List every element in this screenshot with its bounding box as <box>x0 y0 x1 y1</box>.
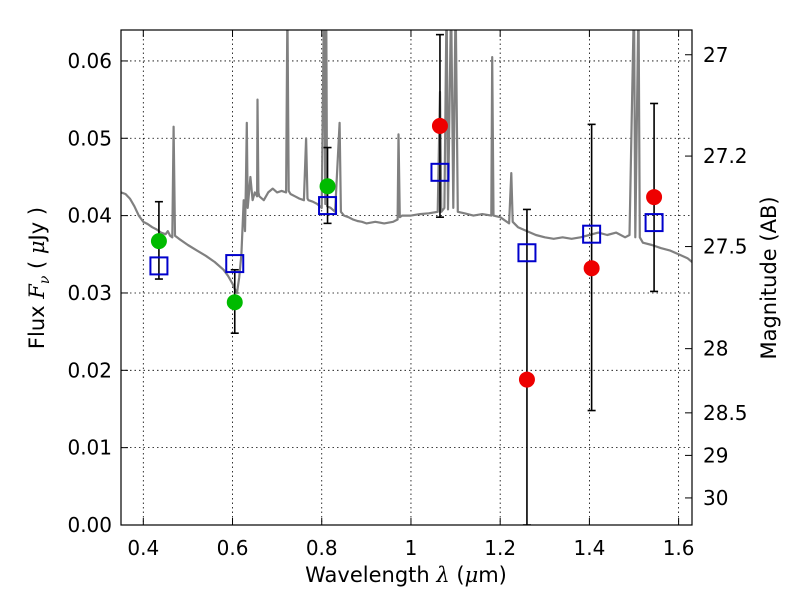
y-tick-label: 0.05 <box>67 126 112 150</box>
grid-lines <box>121 30 692 526</box>
x-tick-label: 1 <box>405 536 418 560</box>
y-tick-label: 0.00 <box>67 513 112 537</box>
axes: 0.4 0.6 0.8 1 1.2 1.4 1.6 0.00 0.01 0.02 0.03 0.04 0… <box>67 30 748 560</box>
y2-axis-title: Magnitude (AB) <box>757 196 781 359</box>
observed-point <box>226 294 243 311</box>
plot-frame <box>120 29 693 526</box>
y-tick-label: 0.03 <box>67 281 112 305</box>
x-tick-label: 0.4 <box>127 536 159 560</box>
y2-tick-label: 27.5 <box>703 235 748 259</box>
x-tick-label: 1.4 <box>573 536 605 560</box>
model-photometry-square <box>582 224 602 244</box>
model-photometry-square <box>644 213 664 233</box>
observed-point <box>431 117 448 134</box>
observed-point <box>518 371 535 388</box>
model-photometry-square <box>225 254 245 274</box>
x-tick-label: 1.2 <box>484 536 516 560</box>
y-axis-title: Flux Fν ( μJy ) <box>25 207 53 349</box>
y2-tick-label: 28 <box>703 337 728 361</box>
plot-area <box>121 30 692 525</box>
x-tick-label: 0.6 <box>217 536 249 560</box>
y2-tick-label: 27 <box>703 43 728 67</box>
y2-tick-label: 29 <box>703 443 728 467</box>
y2-tick-label: 27.2 <box>703 144 748 168</box>
y-tick-label: 0.04 <box>67 204 112 228</box>
model-photometry-square <box>517 243 537 263</box>
model-photometry-square <box>149 256 169 276</box>
x-axis-title: Wavelength λ (μm) <box>305 563 507 587</box>
observed-point <box>319 178 336 195</box>
observed-point <box>150 233 167 250</box>
y-tick-label: 0.01 <box>67 436 112 460</box>
y2-tick-label: 28.5 <box>703 401 748 425</box>
model-photometry-square <box>318 196 338 216</box>
observed-point <box>646 189 663 206</box>
model-photometry-square <box>430 162 450 182</box>
y2-tick-label: 30 <box>703 486 728 510</box>
x-tick-label: 1.6 <box>663 536 695 560</box>
observed-point <box>583 260 600 277</box>
error-bar <box>522 208 531 525</box>
x-tick-label: 0.8 <box>306 536 338 560</box>
y-tick-label: 0.02 <box>67 358 112 382</box>
model-spectrum-line <box>121 30 692 295</box>
y-tick-label: 0.06 <box>67 49 112 73</box>
